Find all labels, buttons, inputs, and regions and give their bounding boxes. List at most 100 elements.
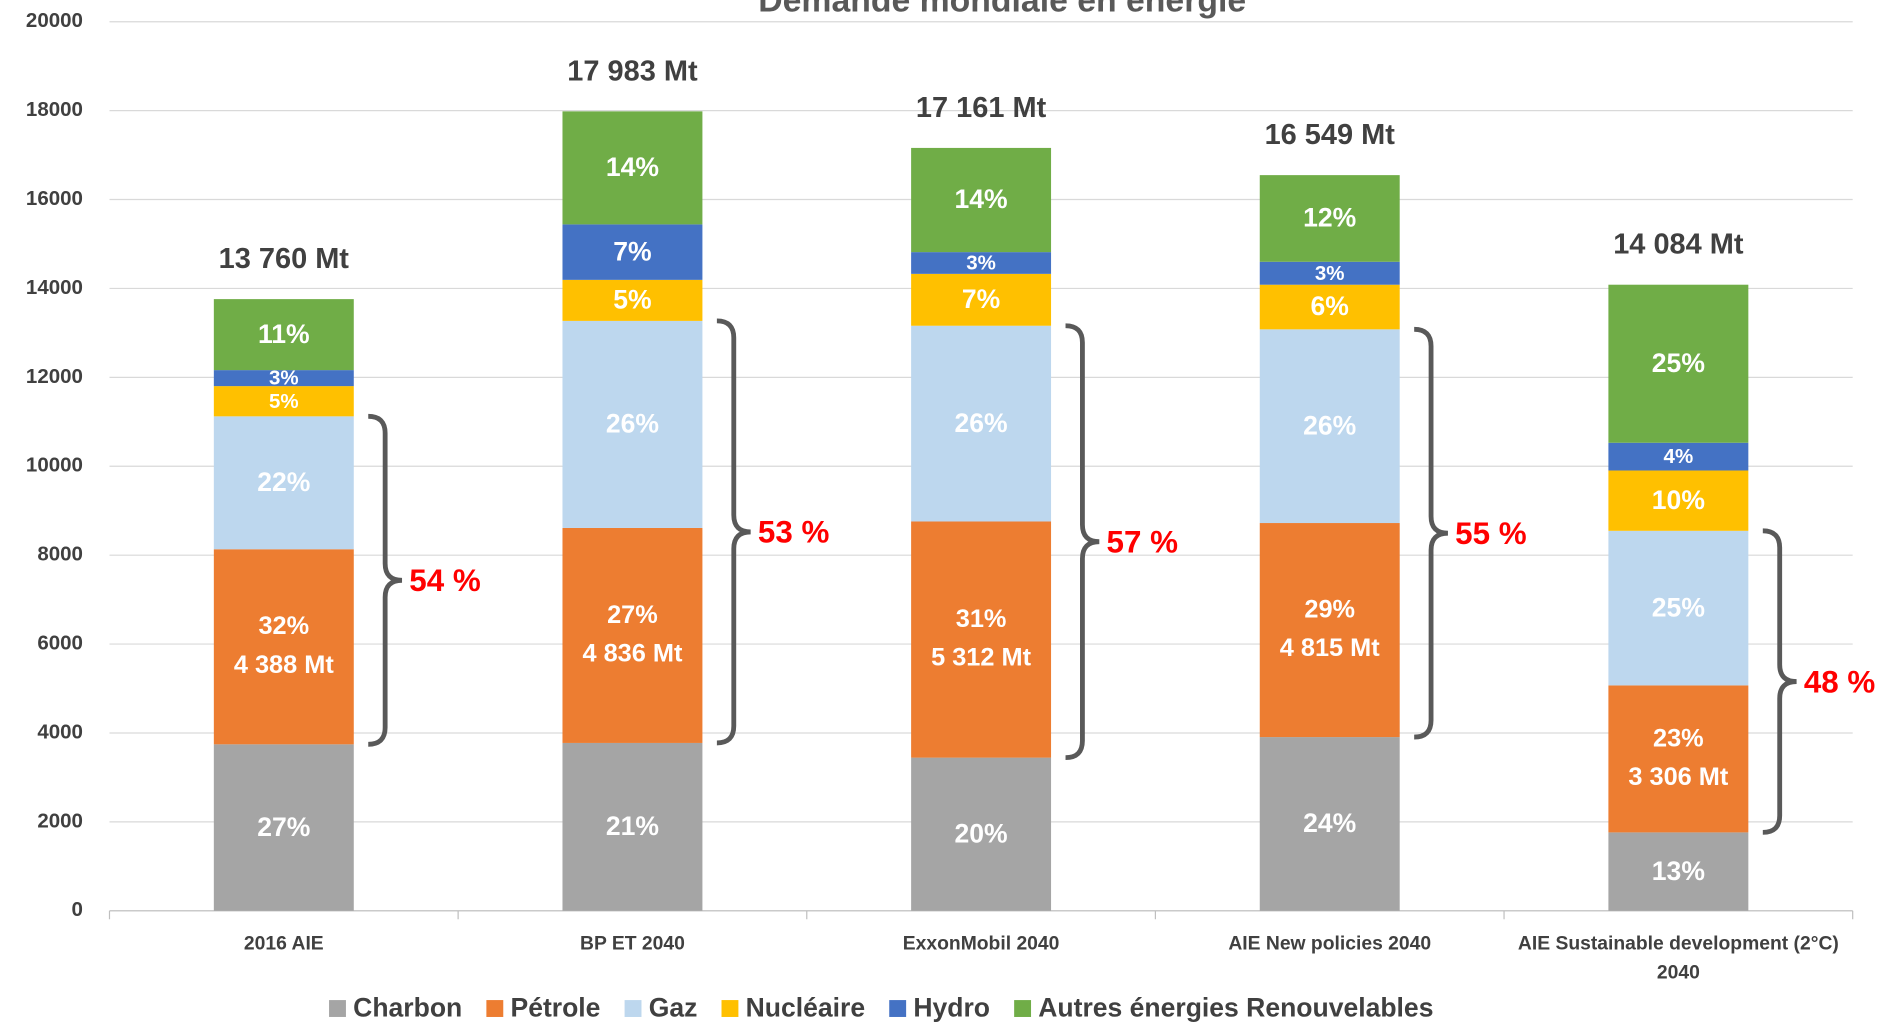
legend-swatch [329,1000,346,1017]
brace [1414,326,1449,740]
total-label: 14 084 Mt [1613,229,1744,261]
bar-segment [1259,737,1400,911]
y-tick-label: 4000 [37,720,83,743]
data-label: 4 388 Mt [234,651,335,679]
share-label: 14% [606,152,659,182]
data-label: 4 836 Mt [582,639,683,667]
share-label: 25% [1652,348,1705,378]
legend-label: Pétrole [511,993,601,1023]
bar-segment [911,273,1052,326]
legend-label: Charbon [353,993,462,1023]
y-tick-label: 10000 [26,454,83,477]
share-label: 3% [269,367,299,390]
total-label: 17 161 Mt [916,92,1047,124]
bar-segment [213,744,354,911]
share-label: 24% [1303,808,1356,838]
y-tick-label: 20000 [26,9,83,32]
share-label: 10% [1652,485,1705,515]
bar-segment [562,527,703,743]
bar-segment [213,299,354,371]
bar-segment [213,386,354,417]
y-tick-label: 8000 [37,543,83,566]
x-tick-label: 2016 AIE [243,933,324,955]
legend-label: Gaz [649,993,698,1023]
legend-label: Nucléaire [746,993,865,1023]
bar-segment [911,252,1052,274]
bar-segment [911,147,1052,253]
share-label: 11% [258,319,310,349]
x-tick-label: ExxonMobil 2040 [902,933,1060,955]
bar-segment [1259,329,1400,524]
x-tick-label-box: 2016 AIE [243,933,324,955]
share-label: 3% [1315,262,1345,285]
share-label: 7% [613,236,651,266]
bar-segment [213,370,354,387]
x-tick-label-box: AIE Sustainable development (2°C) 2040 [1517,933,1839,984]
legend-swatch [1014,1000,1032,1017]
share-label: 27% [607,601,658,629]
share-label: 4% [1664,445,1694,468]
legend-label: Autres énergies Renouvelables [1038,993,1433,1023]
data-label: 3 306 Mt [1628,763,1729,791]
legend-swatch [889,1000,907,1017]
legend-label: Hydro [913,993,990,1023]
bar-segment [1608,442,1749,471]
x-tick-label: AIE New policies 2040 [1228,933,1432,955]
data-label: 5 312 Mt [931,644,1032,672]
bar-segment [1608,685,1749,833]
bar-segment [911,325,1052,522]
share-label: 26% [606,409,659,439]
x-tick-label: BP ET 2040 [580,933,685,955]
brace [716,318,751,746]
share-label: 12% [1303,203,1356,233]
share-label: 13% [1652,856,1705,886]
x-tick-label-box: ExxonMobil 2040 [902,933,1060,955]
share-label: 25% [1652,592,1705,622]
bar-segment [213,549,354,745]
y-tick-label: 12000 [26,365,83,388]
brace-label: 55 % [1455,516,1527,551]
share-label: 27% [257,812,310,842]
bar-segment [562,742,703,911]
legend-swatch [624,1000,642,1017]
bar-segment [1259,284,1400,330]
bar-segment [911,521,1052,758]
brace-label: 48 % [1804,664,1876,699]
share-label: 23% [1653,724,1704,752]
x-tick-label: AIE Sustainable development (2°C) 2040 [1517,933,1839,984]
bar-segment [1608,530,1749,686]
bar-segment [562,224,703,280]
y-tick-label: 18000 [26,98,83,121]
share-label: 14% [955,184,1008,214]
brace [1762,528,1797,835]
bar-segment [1259,261,1400,285]
brace-label: 54 % [409,563,481,598]
share-label: 22% [257,467,310,497]
brace [1065,323,1100,761]
total-label: 16 549 Mt [1265,119,1396,151]
y-tick-label: 16000 [26,187,83,210]
bar-segment [562,279,703,321]
bar-segment [1259,523,1400,738]
share-label: 6% [1311,291,1349,321]
bar-segment [1608,284,1749,443]
share-label: 31% [956,605,1007,633]
brace [368,413,403,747]
bar-segment [1259,175,1400,262]
share-label: 5% [613,285,651,315]
x-tick-label-box: AIE New policies 2040 [1228,933,1432,955]
share-label: 26% [1303,410,1356,440]
y-tick-label: 14000 [26,276,83,299]
brace-label: 57 % [1107,524,1179,559]
x-tick-label-box: BP ET 2040 [580,933,685,955]
bar-segment [213,416,354,550]
share-label: 3% [966,252,996,275]
bar-segment [1608,470,1749,531]
brace-label: 53 % [758,515,830,550]
share-label: 32% [258,612,309,640]
y-tick-label: 2000 [37,809,83,832]
share-label: 20% [955,818,1008,848]
legend-swatch [721,1000,739,1017]
